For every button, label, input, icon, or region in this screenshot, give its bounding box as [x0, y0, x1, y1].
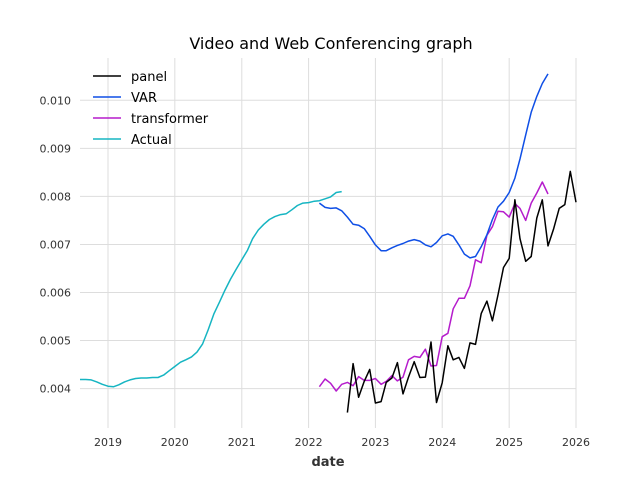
legend-label-panel: panel — [131, 70, 167, 85]
x-tick-label: 2026 — [562, 436, 590, 449]
y-tick-label: 0.006 — [40, 286, 72, 299]
x-tick-label: 2019 — [94, 436, 122, 449]
x-tick-label: 2024 — [428, 436, 456, 449]
x-tick-label: 2022 — [295, 436, 323, 449]
x-axis-ticks: 2019 2020 2021 2022 2023 2024 2025 2026 — [94, 436, 590, 449]
y-tick-label: 0.007 — [40, 238, 72, 251]
y-tick-label: 0.004 — [40, 383, 72, 396]
legend: panel VAR transformer Actual — [93, 70, 209, 148]
y-tick-label: 0.009 — [40, 142, 72, 155]
series-line-actual — [80, 190, 342, 388]
series-line-panel — [346, 170, 577, 413]
legend-label-var: VAR — [131, 91, 157, 106]
y-tick-label: 0.005 — [40, 335, 72, 348]
x-tick-label: 2021 — [228, 436, 256, 449]
x-tick-label: 2025 — [495, 436, 523, 449]
chart-title: Video and Web Conferencing graph — [189, 34, 472, 53]
legend-label-actual: Actual — [131, 133, 172, 148]
series-line-var — [318, 73, 549, 259]
x-axis-label: date — [311, 455, 344, 470]
gridlines — [80, 58, 577, 428]
x-tick-label: 2023 — [361, 436, 389, 449]
y-tick-label: 0.008 — [40, 190, 72, 203]
y-tick-label: 0.010 — [40, 94, 72, 107]
x-tick-label: 2020 — [161, 436, 189, 449]
series-lines — [80, 73, 577, 413]
legend-label-transformer: transformer — [131, 112, 209, 127]
y-axis-ticks: 0.004 0.005 0.006 0.007 0.008 0.009 0.010 — [40, 94, 72, 395]
